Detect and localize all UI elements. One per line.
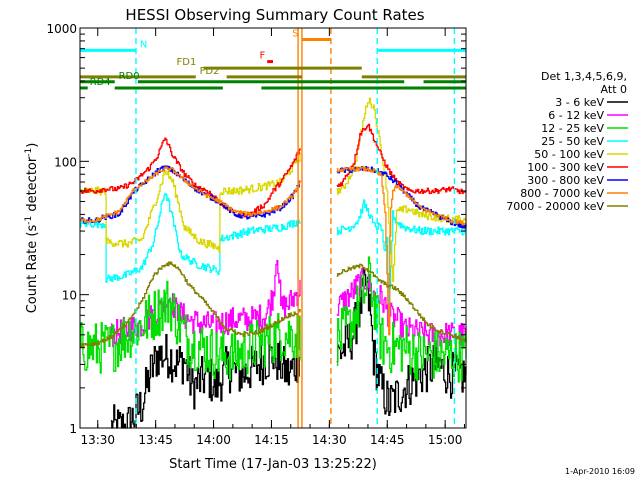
legend-entry-label: 3 - 6 keV (555, 96, 604, 109)
y-tick-label: 1 (69, 422, 77, 436)
legend-entry-label: 6 - 12 keV (548, 109, 604, 122)
legend-entry-label: 100 - 300 keV (527, 161, 604, 174)
y-tick-label: 100 (54, 155, 77, 169)
footer-date: 1-Apr-2010 16:09 (565, 467, 635, 476)
y-axis-label-part: detector (25, 156, 40, 216)
y-axis-label-part: ) (25, 143, 40, 148)
series-line-1 (110, 259, 467, 348)
legend-entry-label: 25 - 50 keV (541, 135, 604, 148)
vertical-markers-layer (135, 28, 456, 428)
legend-entry-label: 50 - 100 keV (534, 148, 604, 161)
y-tick-label: 1000 (46, 22, 77, 36)
y-axis-label-sup: -1 (24, 216, 34, 225)
legend-entry-label: 300 - 800 keV (527, 174, 604, 187)
y-axis-label: Count Rate (s-1 detector-1) (24, 143, 40, 314)
series-layer (80, 97, 467, 429)
x-tick-label: 13:45 (138, 433, 173, 447)
series-line-8 (80, 261, 467, 348)
x-axis-label: Start Time (17-Jan-03 13:25:22) (169, 457, 377, 472)
legend-entry-label: 800 - 7000 keV (520, 187, 604, 200)
y-tick-label: 10 (62, 289, 77, 303)
legend-title-line2: Att 0 (601, 83, 627, 96)
x-tick-label: 14:45 (370, 433, 405, 447)
axes-layer: 13:30 13:45 14:00 14:15 14:30 14:45 15:00 1 10 10… (46, 22, 466, 447)
legend-title-line1: Det 1,3,4,5,6,9, (541, 70, 627, 83)
flag-label-fd2: FD2 (200, 66, 220, 77)
series-line-5 (80, 123, 467, 218)
flag-label-n: N (140, 39, 147, 50)
y-axis-label-part: Count Rate (s (25, 225, 40, 314)
flag-label-rd4: RD4 (90, 77, 111, 88)
legend-entry-label: 12 - 25 keV (541, 122, 604, 135)
x-tick-label: 15:00 (428, 433, 463, 447)
series-line-3 (80, 192, 467, 315)
flag-label-fd1: FD1 (177, 57, 197, 68)
x-tick-label: 14:15 (254, 433, 289, 447)
plot-frame (79, 27, 467, 429)
x-tick-label: 14:30 (312, 433, 347, 447)
legend-entry-label: 7000 - 20000 keV (506, 200, 604, 213)
x-tick-label: 14:00 (196, 433, 231, 447)
y-axis-label-sup: -1 (24, 148, 34, 157)
chart-title: HESSI Observing Summary Count Rates (125, 6, 424, 24)
series-line-7 (80, 166, 467, 336)
flag-label-f: F (259, 51, 265, 62)
flag-label-s: S (292, 28, 298, 39)
flag-label-rd0: RD0 (119, 71, 140, 82)
x-tick-label: 13:30 (80, 433, 115, 447)
